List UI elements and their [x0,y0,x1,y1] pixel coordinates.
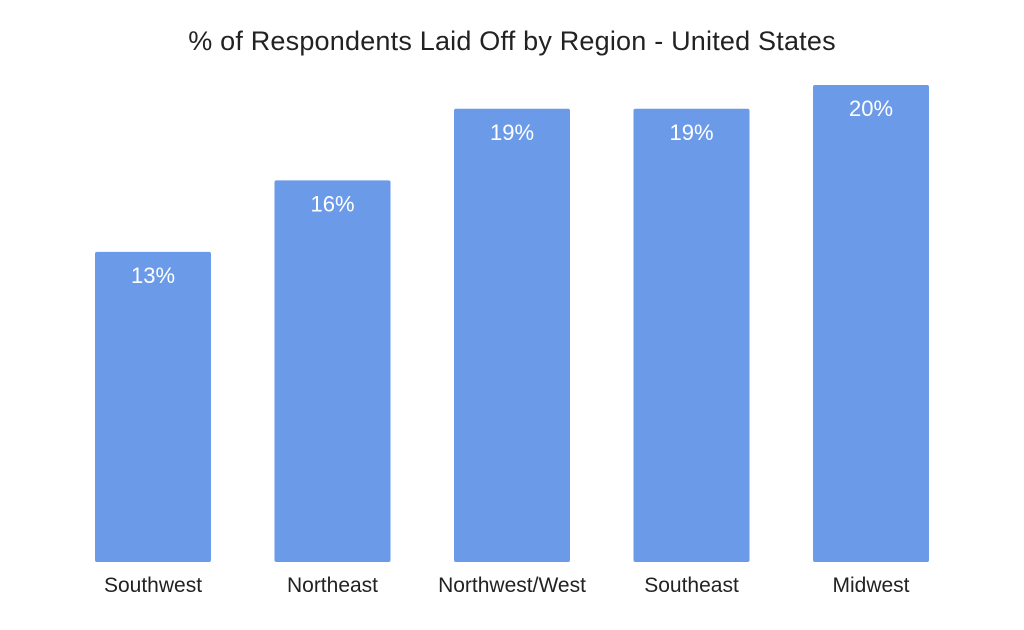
x-tick-label: Northeast [287,574,378,597]
bar-group [95,85,929,563]
value-label-group: 13% 16% 19% 19% 20% [131,96,893,288]
bar-northeast [274,180,391,562]
x-tick-label: Midwest [832,574,909,597]
chart-title: % of Respondents Laid Off by Region - Un… [188,26,836,56]
bar-value-label: 19% [490,120,534,145]
bar-northwest-west [454,108,570,563]
bar-southwest [95,251,211,562]
bar-southeast [633,108,750,563]
bar-value-label: 19% [669,120,713,145]
bar-value-label: 16% [310,191,354,216]
x-axis-tick-labels: Southwest Northeast Northwest/West Southeas… [104,574,910,597]
bar-value-label: 13% [131,263,175,288]
x-tick-label: Southwest [104,574,202,597]
x-tick-label: Northwest/West [438,574,586,597]
x-tick-label: Southeast [644,574,739,597]
bar-value-label: 20% [849,96,893,121]
bar-midwest [813,85,929,562]
